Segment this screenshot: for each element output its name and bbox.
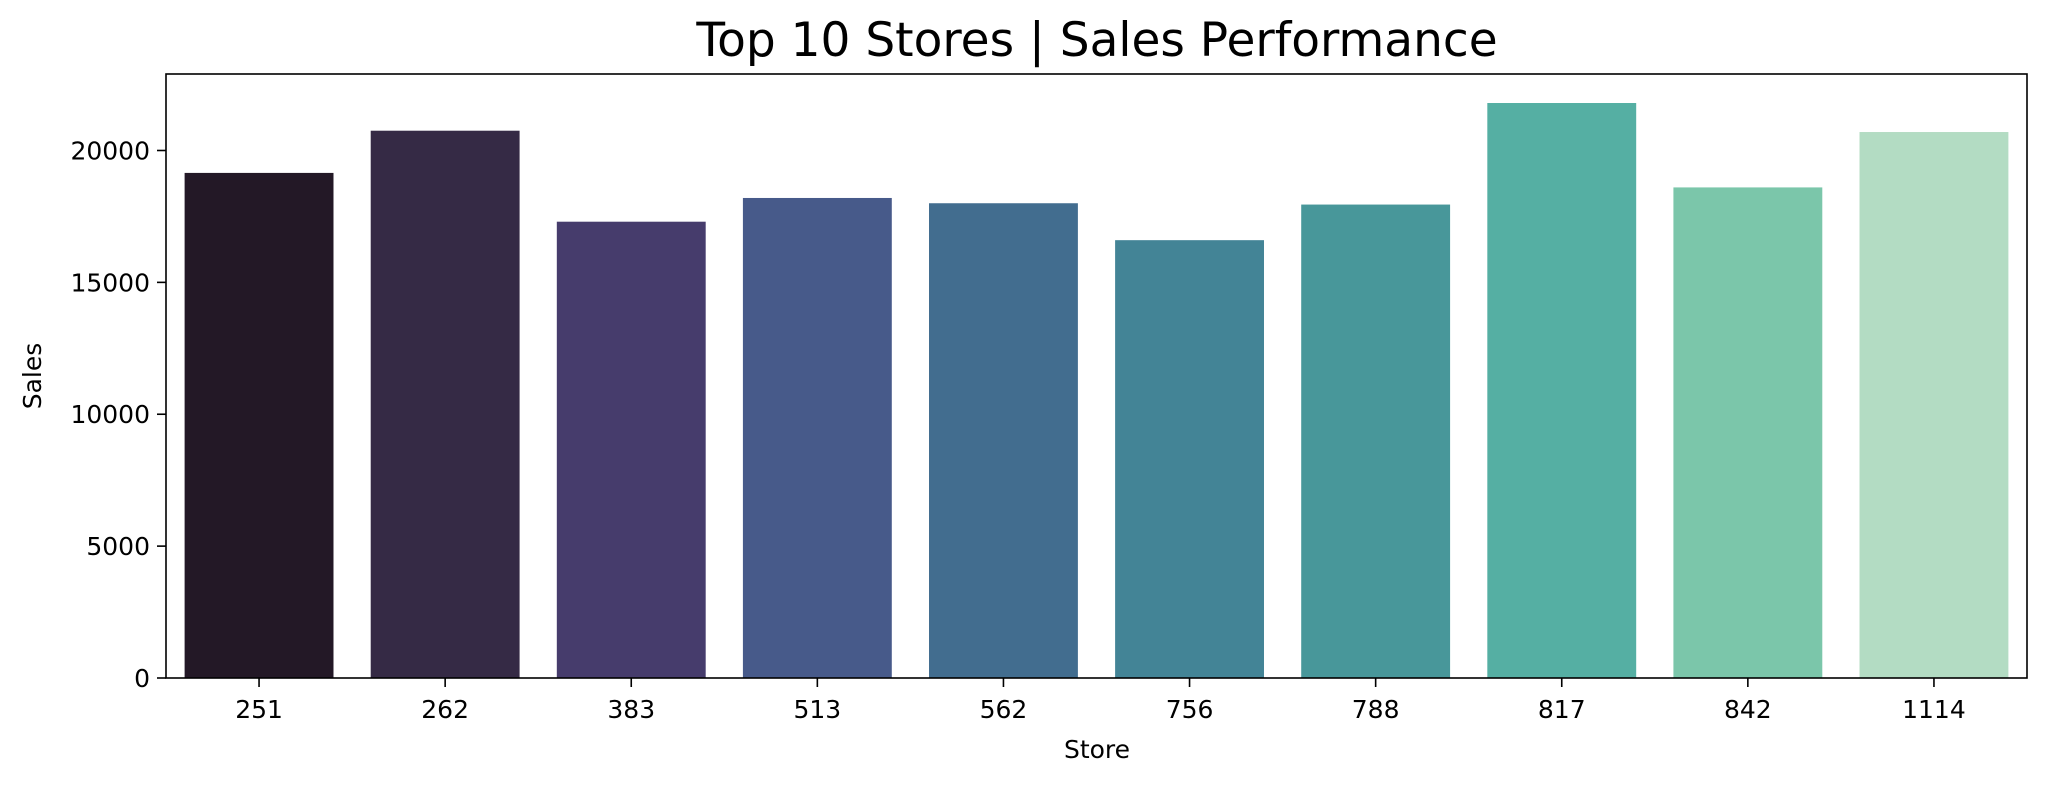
plot-frame [165, 73, 2028, 679]
x-tick-label-513: 513 [793, 695, 841, 724]
y-tick-label-15000: 15000 [70, 268, 150, 297]
chart-title: Top 10 Stores | Sales Performance [695, 13, 1497, 68]
x-axis: 251 262 383 513 562 756 788 817 842 1114 [235, 678, 1966, 724]
bars-group [184, 103, 2009, 679]
x-tick-label-817: 817 [1538, 695, 1586, 724]
bar-store-383 [556, 221, 706, 678]
bar-store-262 [370, 130, 520, 678]
x-tick-label-383: 383 [607, 695, 655, 724]
bar-store-817 [1487, 103, 1637, 678]
x-tick-label-562: 562 [980, 695, 1028, 724]
x-tick-label-842: 842 [1724, 695, 1772, 724]
bar-store-842 [1673, 187, 1823, 678]
bar-store-251 [184, 172, 334, 678]
x-tick-label-251: 251 [235, 695, 283, 724]
y-tick-label-20000: 20000 [70, 136, 150, 165]
x-tick-label-262: 262 [421, 695, 469, 724]
y-axis-label: Sales [18, 343, 47, 410]
x-tick-label-788: 788 [1352, 695, 1400, 724]
y-tick-label-0: 0 [134, 664, 150, 693]
y-axis: 0 5000 10000 15000 20000 [70, 136, 166, 693]
x-axis-label: Store [1064, 735, 1130, 764]
bar-store-513 [742, 197, 892, 678]
bar-store-788 [1301, 204, 1451, 678]
x-tick-label-1114: 1114 [1902, 695, 1966, 724]
bar-store-1114 [1859, 132, 2009, 678]
y-tick-label-10000: 10000 [70, 400, 150, 429]
bar-store-562 [929, 203, 1078, 679]
x-tick-label-756: 756 [1166, 695, 1214, 724]
y-tick-label-5000: 5000 [86, 532, 150, 561]
bar-store-756 [1115, 240, 1264, 679]
